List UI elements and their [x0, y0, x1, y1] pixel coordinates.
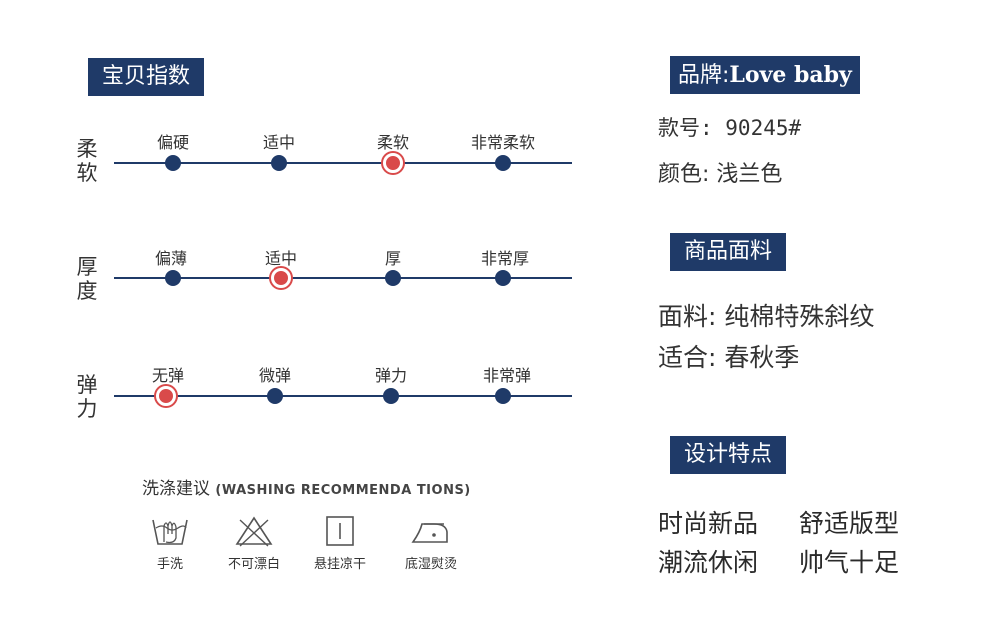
thickness-option-dot: [495, 270, 511, 286]
design-section-title: 设计特点: [670, 436, 787, 474]
thickness-option-label: 非常厚: [480, 249, 530, 268]
elasticity-option-dot: [267, 388, 283, 404]
thickness-option-label: 适中: [264, 249, 298, 268]
elasticity-option-label: 弹力: [374, 366, 408, 385]
washing-title: 洗涤建议 (WASHING RECOMMENDA TIONS): [142, 479, 471, 499]
index-section-title: 宝贝指数: [88, 58, 205, 96]
elasticity-scale-line: [114, 395, 572, 397]
fabric-season: 适合: 春秋季: [658, 343, 800, 372]
hand-wash-icon: [152, 519, 188, 545]
softness-option-dot: [271, 155, 287, 171]
elasticity-selected-dot: [156, 386, 176, 406]
brand-value: Love baby: [729, 62, 852, 88]
thickness-selected-dot: [271, 268, 291, 288]
elasticity-option-label: 微弹: [258, 366, 292, 385]
no-bleach-caption: 不可漂白: [227, 557, 281, 572]
model-number: 款号: 90245#: [658, 116, 802, 140]
elasticity-option-label: 非常弹: [482, 366, 532, 385]
thickness-scale-line: [114, 277, 572, 279]
fabric-material: 面料: 纯棉特殊斜纹: [658, 302, 875, 331]
design-feature: 帅气十足: [799, 548, 900, 577]
hang-dry-caption: 悬挂凉干: [313, 557, 367, 572]
brand-tag: 品牌:Love baby: [670, 56, 860, 94]
softness-selected-dot: [383, 153, 403, 173]
softness-option-label: 适中: [262, 133, 296, 152]
thickness-option-label: 偏薄: [154, 249, 188, 268]
fabric-section-title: 商品面料: [670, 233, 787, 271]
design-feature: 时尚新品: [658, 509, 759, 538]
softness-option-label: 偏硬: [156, 133, 190, 152]
softness-scale-line: [114, 162, 572, 164]
iron-icon: [411, 523, 448, 543]
elasticity-option-label: 无弹: [151, 366, 185, 385]
elasticity-label: 弹力: [76, 373, 98, 421]
design-feature: 潮流休闲: [658, 548, 759, 577]
no-bleach-icon: [235, 516, 273, 547]
softness-option-dot: [495, 155, 511, 171]
elasticity-option-dot: [495, 388, 511, 404]
thickness-option-label: 厚: [384, 249, 402, 268]
hand-wash-caption: 手洗: [156, 557, 184, 572]
thickness-option-dot: [165, 270, 181, 286]
brand-label: 品牌:: [678, 63, 730, 88]
hang-dry-icon: [326, 516, 354, 546]
softness-option-dot: [165, 155, 181, 171]
iron-caption: 底湿熨烫: [404, 557, 458, 572]
thickness-label: 厚度: [76, 255, 98, 303]
design-feature: 舒适版型: [799, 509, 900, 538]
softness-option-label: 柔软: [376, 133, 410, 152]
color-info: 颜色: 浅兰色: [658, 162, 783, 187]
elasticity-option-dot: [383, 388, 399, 404]
softness-option-label: 非常柔软: [470, 133, 536, 152]
thickness-option-dot: [385, 270, 401, 286]
softness-label: 柔软: [76, 137, 98, 185]
